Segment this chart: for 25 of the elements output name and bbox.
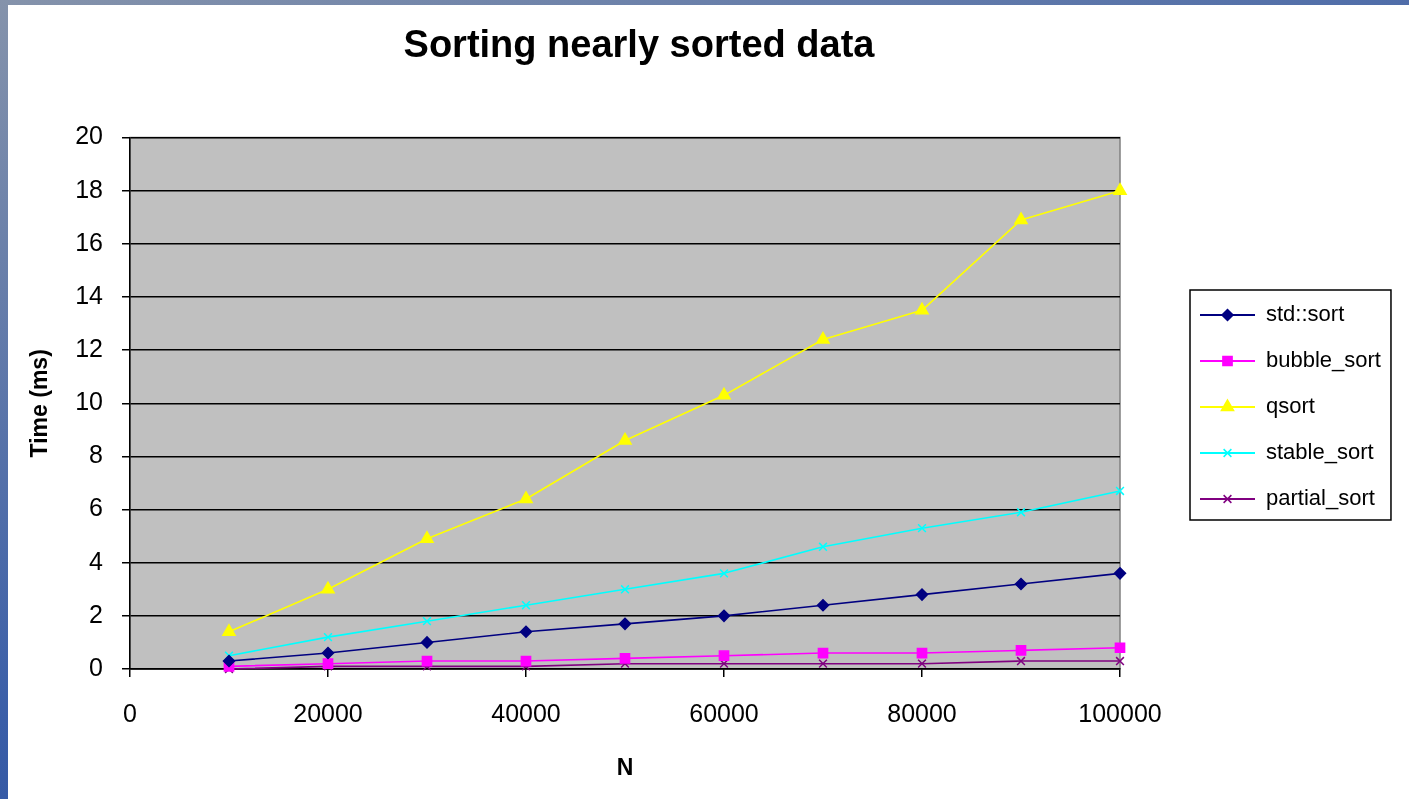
y-axis-title: Time (ms) bbox=[26, 349, 53, 458]
y-tick-label: 4 bbox=[89, 546, 104, 575]
x-axis-title: N bbox=[616, 753, 634, 780]
x-tick-label: 60000 bbox=[689, 698, 759, 727]
y-tick-label: 6 bbox=[89, 493, 103, 522]
x-tick-label: 80000 bbox=[887, 698, 957, 727]
y-tick-label: 20 bbox=[75, 121, 103, 150]
chart-title: Sorting nearly sorted data bbox=[403, 23, 876, 66]
y-tick-label: 12 bbox=[75, 334, 103, 363]
y-tick-label: 10 bbox=[75, 387, 103, 416]
y-tick-label: 16 bbox=[75, 227, 103, 256]
legend-label: partial_sort bbox=[1266, 485, 1375, 511]
y-tick-label: 8 bbox=[89, 440, 103, 469]
y-tick-label: 2 bbox=[89, 599, 103, 628]
x-tick-label: 0 bbox=[123, 698, 137, 727]
legend-label: stable_sort bbox=[1266, 439, 1374, 465]
legend-label: bubble_sort bbox=[1266, 347, 1381, 373]
x-tick-label: 40000 bbox=[491, 698, 561, 727]
x-tick-label: 20000 bbox=[293, 698, 363, 727]
y-tick-label: 18 bbox=[75, 174, 103, 203]
y-tick-label: 0 bbox=[89, 652, 103, 681]
y-tick-label: 14 bbox=[75, 280, 104, 309]
legend-label: qsort bbox=[1266, 393, 1315, 419]
legend-label: std::sort bbox=[1266, 301, 1345, 327]
x-tick-label: 100000 bbox=[1078, 698, 1162, 727]
